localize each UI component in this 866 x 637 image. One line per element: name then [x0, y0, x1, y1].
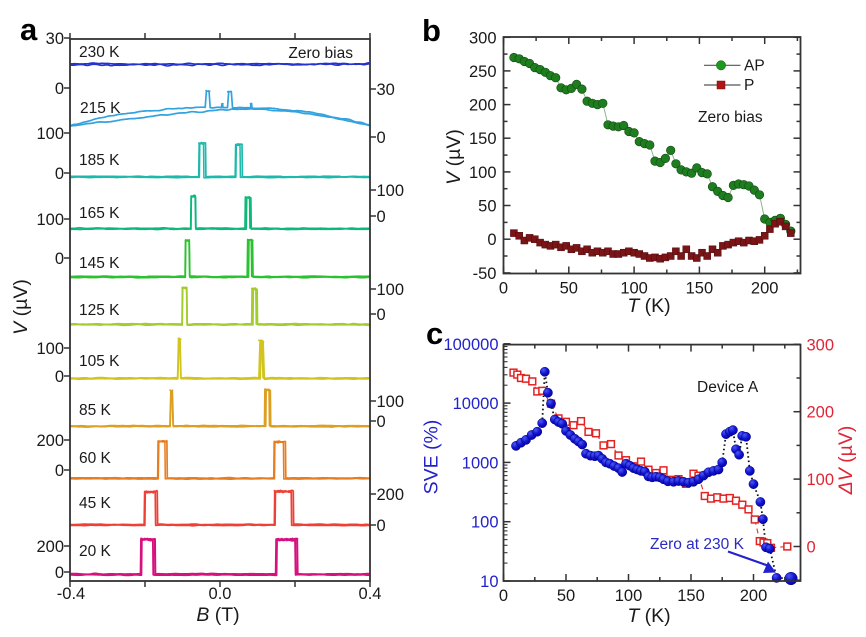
svg-text:T (K): T (K) — [627, 605, 670, 627]
svg-text:V (µV): V (µV) — [10, 279, 32, 335]
svg-text:T (K): T (K) — [627, 295, 670, 317]
svg-text:0: 0 — [55, 368, 64, 386]
svg-text:Device A: Device A — [697, 379, 759, 396]
svg-text:200: 200 — [36, 538, 64, 556]
svg-text:100: 100 — [36, 211, 64, 229]
svg-text:200: 200 — [740, 587, 768, 605]
svg-text:0: 0 — [377, 306, 386, 324]
svg-text:AP: AP — [744, 58, 765, 75]
svg-text:100: 100 — [377, 393, 405, 411]
svg-text:100: 100 — [807, 471, 835, 489]
svg-text:Zero bias: Zero bias — [698, 109, 763, 126]
svg-text:100000: 100000 — [443, 336, 498, 354]
svg-text:60 K: 60 K — [79, 450, 112, 467]
svg-text:150: 150 — [677, 587, 705, 605]
svg-text:0: 0 — [807, 539, 816, 557]
svg-text:Zero bias: Zero bias — [288, 45, 353, 62]
svg-text:ΔV (µV): ΔV (µV) — [835, 426, 857, 496]
svg-text:100: 100 — [36, 340, 64, 358]
svg-text:1000: 1000 — [462, 454, 499, 472]
svg-text:-50: -50 — [473, 265, 497, 283]
svg-text:0.4: 0.4 — [359, 585, 382, 603]
svg-text:150: 150 — [686, 280, 714, 298]
svg-text:200: 200 — [807, 404, 835, 422]
svg-text:b: b — [422, 13, 441, 48]
svg-text:0: 0 — [55, 165, 64, 183]
svg-text:200: 200 — [469, 97, 497, 115]
svg-text:105 K: 105 K — [79, 353, 120, 370]
svg-text:50: 50 — [560, 280, 578, 298]
svg-text:200: 200 — [751, 280, 779, 298]
svg-text:10000: 10000 — [453, 395, 499, 413]
svg-text:0.0: 0.0 — [209, 585, 232, 603]
svg-text:P: P — [744, 77, 754, 94]
svg-text:215 K: 215 K — [80, 100, 121, 117]
svg-text:100: 100 — [471, 514, 499, 532]
svg-text:100: 100 — [615, 587, 643, 605]
svg-text:0: 0 — [55, 250, 64, 268]
svg-text:100: 100 — [377, 182, 405, 200]
svg-text:0: 0 — [55, 564, 64, 582]
svg-text:185 K: 185 K — [79, 152, 120, 169]
svg-text:Zero at 230 K: Zero at 230 K — [650, 536, 745, 553]
svg-text:30: 30 — [377, 81, 395, 99]
svg-text:100: 100 — [469, 164, 497, 182]
svg-text:V (µV): V (µV) — [443, 129, 465, 185]
svg-text:300: 300 — [469, 29, 497, 47]
svg-text:100: 100 — [377, 281, 405, 299]
svg-text:0: 0 — [377, 517, 386, 535]
svg-text:150: 150 — [469, 130, 497, 148]
svg-text:0: 0 — [55, 462, 64, 480]
svg-text:20 K: 20 K — [79, 543, 112, 560]
svg-text:c: c — [426, 316, 443, 351]
svg-text:300: 300 — [807, 336, 835, 354]
svg-text:30: 30 — [46, 30, 64, 48]
svg-text:125 K: 125 K — [79, 302, 120, 319]
svg-text:45 K: 45 K — [79, 495, 112, 512]
svg-text:0: 0 — [55, 80, 64, 98]
svg-text:10: 10 — [480, 573, 498, 591]
svg-text:0: 0 — [499, 587, 508, 605]
svg-text:230 K: 230 K — [79, 44, 120, 61]
svg-text:SVE (%): SVE (%) — [421, 420, 443, 495]
svg-text:100: 100 — [620, 280, 648, 298]
svg-text:0: 0 — [377, 208, 386, 226]
svg-text:0: 0 — [487, 231, 496, 249]
svg-text:200: 200 — [377, 486, 405, 504]
svg-text:250: 250 — [469, 63, 497, 81]
svg-text:B (T): B (T) — [196, 604, 239, 626]
svg-text:0: 0 — [377, 129, 386, 147]
svg-text:0: 0 — [377, 413, 386, 431]
svg-text:100: 100 — [36, 125, 64, 143]
svg-text:145 K: 145 K — [79, 255, 120, 272]
svg-text:85 K: 85 K — [79, 402, 112, 419]
svg-text:200: 200 — [36, 432, 64, 450]
svg-text:-0.4: -0.4 — [57, 585, 85, 603]
svg-text:50: 50 — [557, 587, 575, 605]
svg-text:165 K: 165 K — [79, 205, 120, 222]
svg-text:50: 50 — [478, 198, 496, 216]
svg-text:0: 0 — [499, 280, 508, 298]
svg-text:a: a — [20, 12, 38, 47]
